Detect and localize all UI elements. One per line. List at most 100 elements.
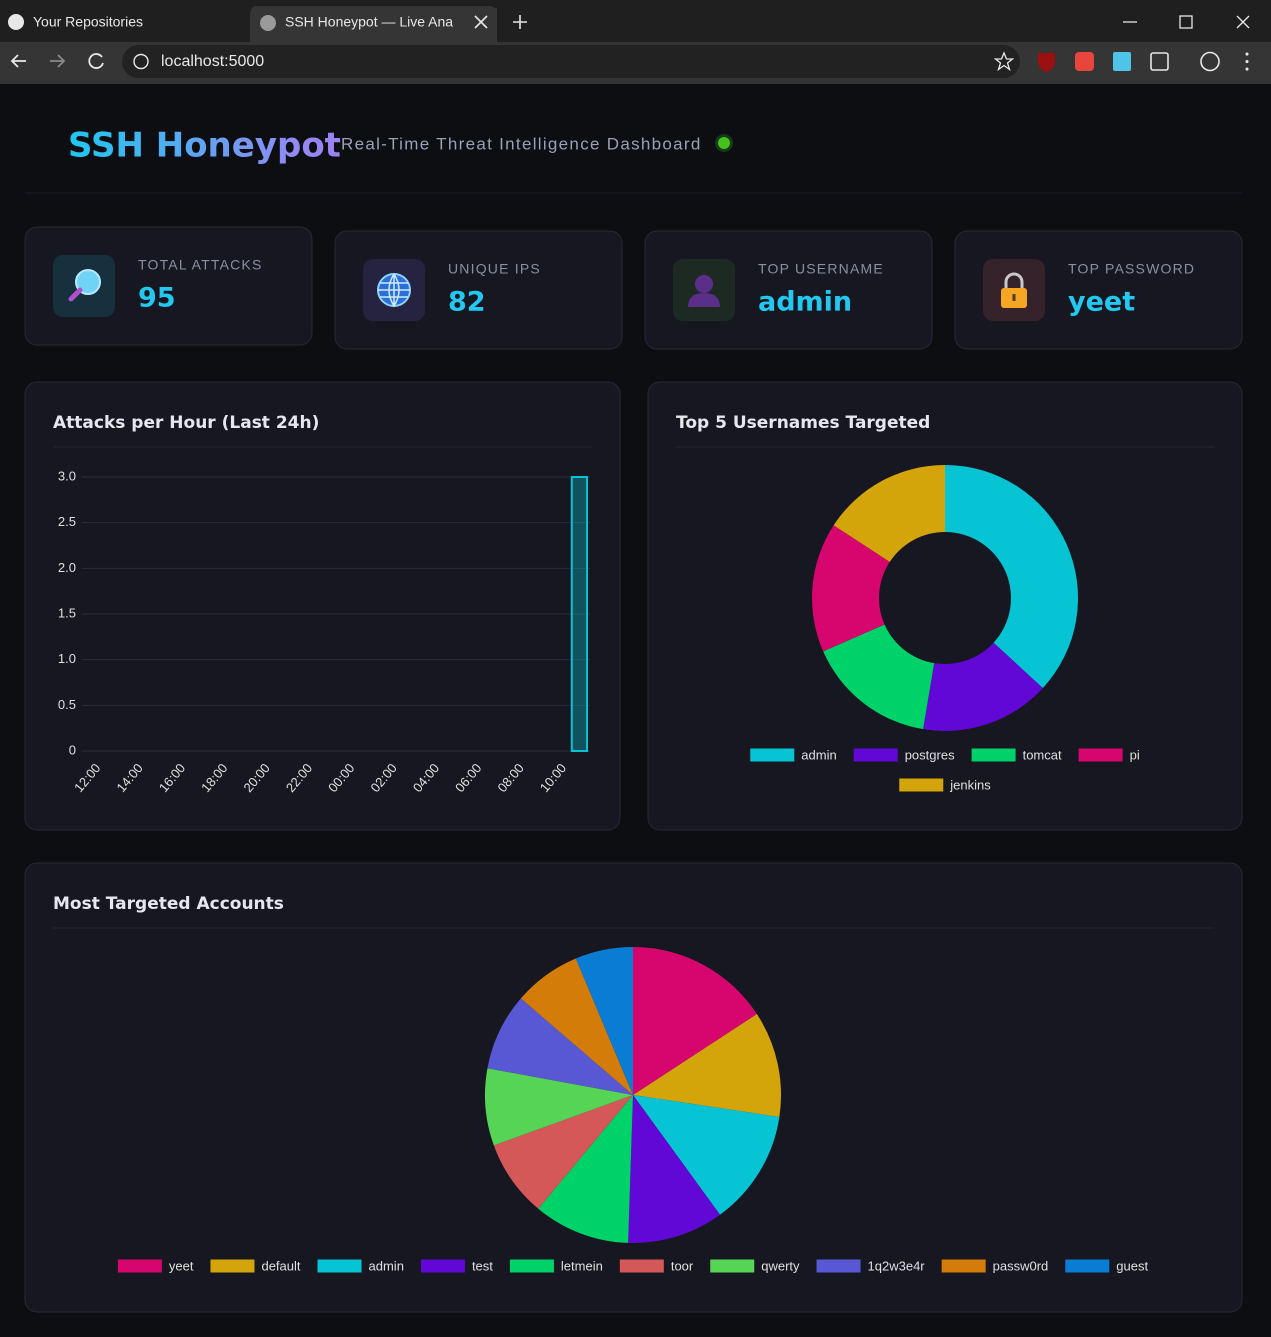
y-tick-label: 2.5 — [58, 514, 76, 529]
stat-cards: TOTAL ATTACKS 95 UNIQUE IPS 82 TOP USERNAME a… — [24, 226, 1243, 350]
legend-label: letmein — [561, 1258, 603, 1273]
tab-icon — [260, 15, 276, 31]
legend-item[interactable]: letmein — [509, 1258, 603, 1273]
slice — [823, 624, 935, 730]
extension-icon[interactable] — [1113, 52, 1131, 71]
slice — [923, 642, 1043, 731]
legend-label: postgres — [905, 747, 955, 762]
extensions[interactable] — [1150, 52, 1169, 71]
legend-item[interactable]: admin — [317, 1258, 404, 1273]
y-tick-label: 2.0 — [58, 560, 76, 575]
icon — [378, 273, 410, 308]
legend-item[interactable]: jenkins — [899, 777, 991, 792]
app-subtitle: Real-Time Threat Intelligence Dashboard — [341, 134, 702, 153]
legend-item[interactable]: test — [420, 1258, 493, 1273]
url[interactable]: localhost:5000 — [161, 53, 264, 70]
extension-icon[interactable] — [1038, 53, 1055, 72]
legend-item[interactable]: toor — [619, 1258, 694, 1273]
extension-icon[interactable] — [1075, 52, 1094, 71]
legend-swatch — [710, 1259, 755, 1273]
bar — [570, 476, 589, 752]
bookmark[interactable] — [993, 51, 1015, 72]
forward[interactable] — [50, 54, 66, 68]
slice — [633, 1095, 780, 1215]
legend-label: default — [261, 1258, 300, 1273]
legend-item[interactable]: pi — [1078, 747, 1140, 762]
site-info[interactable] — [133, 53, 149, 70]
slice — [633, 947, 757, 1095]
slice — [493, 1095, 633, 1209]
chart-title: Attacks per Hour (Last 24h) — [53, 413, 319, 433]
chart-title: Top 5 Usernames Targeted — [676, 413, 930, 433]
legend-swatch — [816, 1259, 861, 1273]
slice — [945, 465, 1079, 689]
chart-panel — [647, 381, 1243, 831]
legend-label: jenkins — [949, 777, 991, 792]
legend-label: test — [472, 1258, 493, 1273]
legend-swatch — [509, 1259, 554, 1273]
profile[interactable] — [1200, 51, 1220, 72]
legend-swatch — [1065, 1259, 1110, 1273]
slice — [538, 1095, 633, 1243]
tab-title[interactable]: Your Repositories — [33, 14, 143, 30]
back[interactable] — [10, 54, 26, 68]
y-tick-label: 0.5 — [58, 697, 76, 712]
slice — [833, 465, 945, 562]
icon — [695, 275, 713, 293]
icon — [68, 287, 83, 302]
charts: Attacks per Hour (Last 24h) 0 0.5 1.0 1.5 2.0… — [24, 381, 1243, 1313]
app-title: SSH Honeypot — [68, 126, 341, 166]
legend-label: toor — [671, 1258, 694, 1273]
legend-item[interactable]: 1q2w3e4r — [816, 1258, 926, 1273]
legend-item[interactable]: guest — [1065, 1258, 1148, 1273]
legend-item[interactable]: postgres — [853, 747, 955, 762]
y-tick-label: 0 — [69, 742, 76, 757]
close-window[interactable] — [1236, 15, 1250, 29]
tab-bar — [0, 0, 1271, 42]
legend-item[interactable]: default — [210, 1258, 301, 1273]
legend-item[interactable]: yeet — [117, 1258, 194, 1273]
legend-item[interactable]: qwerty — [710, 1258, 800, 1273]
icon — [75, 269, 101, 295]
slice — [628, 1095, 720, 1243]
reload[interactable] — [88, 53, 104, 69]
legend-swatch — [1078, 748, 1123, 762]
y-tick-label: 1.0 — [58, 651, 76, 666]
active-tab[interactable] — [250, 6, 497, 42]
legend-swatch — [750, 748, 795, 762]
close-tab[interactable] — [474, 15, 488, 29]
card-label: TOP USERNAME — [758, 261, 884, 277]
icon — [688, 293, 720, 307]
slice — [487, 998, 633, 1095]
legend-label: yeet — [169, 1258, 194, 1273]
legend-label: 1q2w3e4r — [868, 1258, 926, 1273]
tab-title[interactable]: SSH Honeypot — Live Ana — [285, 14, 453, 30]
legend-swatch — [420, 1259, 465, 1273]
slice — [812, 525, 890, 652]
legend-swatch — [117, 1259, 162, 1273]
maximize[interactable] — [1179, 15, 1193, 29]
legend-item[interactable]: passw0rd — [941, 1258, 1049, 1273]
slice — [633, 1014, 781, 1117]
legend-label: guest — [1116, 1258, 1148, 1273]
card-value: yeet — [1068, 287, 1135, 318]
status-dot — [718, 137, 730, 149]
legend-label: qwerty — [761, 1258, 800, 1273]
card-value: 95 — [138, 283, 176, 314]
legend-swatch — [899, 778, 944, 792]
legend-swatch — [941, 1259, 986, 1273]
card-value: admin — [758, 287, 852, 318]
legend-item[interactable]: tomcat — [971, 747, 1062, 762]
icon — [1004, 272, 1024, 288]
legend-item[interactable]: admin — [750, 747, 837, 762]
address-bar[interactable] — [122, 45, 1020, 78]
new-tab[interactable] — [513, 15, 527, 29]
legend-label: passw0rd — [993, 1258, 1049, 1273]
legend-label: admin — [801, 747, 836, 762]
slice — [485, 1068, 633, 1146]
y-tick-label: 1.5 — [58, 605, 76, 620]
legend-swatch — [210, 1259, 255, 1273]
legend-swatch — [619, 1259, 664, 1273]
slice — [520, 958, 633, 1095]
